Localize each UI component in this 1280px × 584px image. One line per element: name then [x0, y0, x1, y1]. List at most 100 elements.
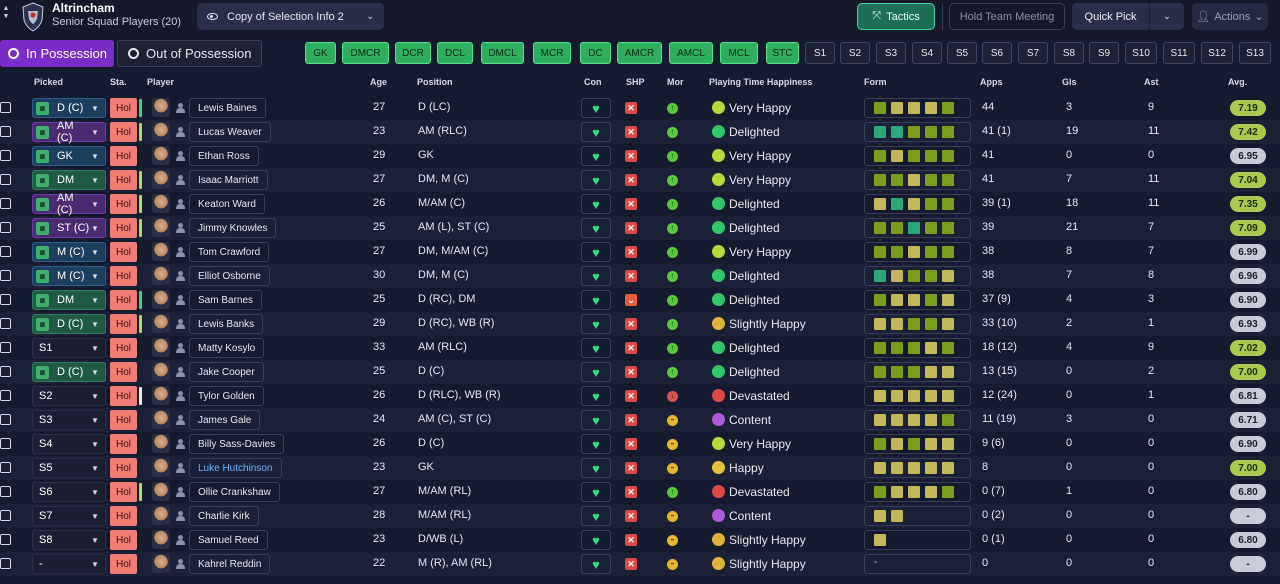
col-form[interactable]: Form: [864, 77, 887, 87]
player-name[interactable]: James Gale: [189, 410, 261, 430]
morale-flat-icon[interactable]: –: [667, 463, 678, 474]
row-checkbox[interactable]: [0, 198, 11, 209]
heart-icon[interactable]: ♥: [581, 314, 611, 334]
chevron-down-icon[interactable]: ⌄: [1149, 3, 1184, 30]
morale-flat-icon[interactable]: –: [667, 439, 678, 450]
picked-selector[interactable]: AM (C) ▼: [32, 192, 106, 216]
morale-up-icon[interactable]: ↑: [667, 295, 678, 306]
status-badge[interactable]: Hol: [110, 98, 137, 118]
status-badge[interactable]: Hol: [110, 122, 137, 142]
form-indicator[interactable]: [864, 194, 971, 214]
sharpness-x-icon[interactable]: ✕: [625, 198, 637, 210]
sharpness-x-icon[interactable]: ✕: [625, 318, 637, 330]
status-badge[interactable]: Hol: [110, 290, 137, 310]
player-name[interactable]: Isaac Marriott: [189, 170, 268, 190]
row-checkbox[interactable]: [0, 558, 11, 569]
form-indicator[interactable]: [864, 218, 971, 238]
sharpness-x-icon[interactable]: ✕: [625, 510, 637, 522]
morale-up-icon[interactable]: ↑: [667, 151, 678, 162]
status-badge[interactable]: Hol: [110, 434, 137, 454]
player-name[interactable]: Keaton Ward: [189, 194, 265, 214]
player-name[interactable]: Lucas Weaver: [189, 122, 271, 142]
sharpness-x-icon[interactable]: ✕: [625, 558, 637, 570]
heart-icon[interactable]: ♥: [581, 98, 611, 118]
table-row[interactable]: M (C) ▼ Hol Tom Crawford 27 DM, M/AM (C) ♥ ✕ ↑ Ve…: [0, 240, 1280, 264]
picked-selector[interactable]: D (C) ▼: [32, 98, 106, 118]
sub-chip-s8[interactable]: S8: [1054, 42, 1084, 64]
player-name[interactable]: Sam Barnes: [189, 290, 263, 310]
morale-up-icon[interactable]: ↑: [667, 343, 678, 354]
picked-selector[interactable]: ST (C) ▼: [32, 218, 106, 238]
picked-selector[interactable]: AM (C) ▼: [32, 120, 106, 144]
status-badge[interactable]: Hol: [110, 146, 137, 166]
heart-icon[interactable]: ♥: [581, 506, 611, 526]
player-name[interactable]: Lewis Baines: [189, 98, 266, 118]
morale-up-icon[interactable]: ↑: [667, 127, 678, 138]
sharpness-x-icon[interactable]: ✕: [625, 486, 637, 498]
table-row[interactable]: D (C) ▼ Hol Jake Cooper 25 D (C) ♥ ✕ ↑ Delighted 1…: [0, 360, 1280, 384]
row-checkbox[interactable]: [0, 318, 11, 329]
player-name[interactable]: Jake Cooper: [189, 362, 264, 382]
sharpness-x-icon[interactable]: ✕: [625, 534, 637, 546]
actions-button[interactable]: 👤︎ Actions ⌄: [1192, 3, 1268, 30]
sub-chip-s4[interactable]: S4: [912, 42, 942, 64]
row-checkbox[interactable]: [0, 390, 11, 401]
tactics-button[interactable]: ⤧ Tactics: [857, 3, 935, 30]
club-name[interactable]: Altrincham: [52, 1, 115, 15]
position-chip-stc[interactable]: STC: [766, 42, 799, 64]
col-sta[interactable]: Sta.: [110, 77, 127, 87]
row-checkbox[interactable]: [0, 366, 11, 377]
status-badge[interactable]: Hol: [110, 554, 137, 574]
form-indicator[interactable]: [864, 458, 971, 478]
col-playing-time-happiness[interactable]: Playing Time Happiness: [709, 77, 813, 87]
sharpness-x-icon[interactable]: ✕: [625, 270, 637, 282]
form-indicator[interactable]: [864, 338, 971, 358]
player-name[interactable]: Jimmy Knowles: [189, 218, 277, 238]
heart-icon[interactable]: ♥: [581, 530, 611, 550]
morale-flat-icon[interactable]: –: [667, 535, 678, 546]
table-row[interactable]: M (C) ▼ Hol Elliot Osborne 30 DM, M (C) ♥ ✕ ↑ Del…: [0, 264, 1280, 288]
view-selector[interactable]: Copy of Selection Info 2 ⌄: [197, 3, 384, 30]
table-row[interactable]: S3 ▼ Hol James Gale 24 AM (C), ST (C) ♥ ✕ – Conte…: [0, 408, 1280, 432]
quick-pick-button[interactable]: Quick Pick ⌄: [1072, 3, 1184, 30]
morale-flat-icon[interactable]: –: [667, 511, 678, 522]
sub-chip-s7[interactable]: S7: [1018, 42, 1048, 64]
sharpness-x-icon[interactable]: ✕: [625, 366, 637, 378]
col-position[interactable]: Position: [417, 77, 453, 87]
status-badge[interactable]: Hol: [110, 314, 137, 334]
form-indicator[interactable]: [864, 314, 971, 334]
heart-icon[interactable]: ♥: [581, 554, 611, 574]
table-row[interactable]: S1 ▼ Hol Matty Kosylo 33 AM (RLC) ♥ ✕ ↑ Delighted…: [0, 336, 1280, 360]
heart-icon[interactable]: ♥: [581, 146, 611, 166]
sharpness-x-icon[interactable]: ✕: [625, 102, 637, 114]
col-mor[interactable]: Mor: [667, 77, 684, 87]
col-con[interactable]: Con: [584, 77, 602, 87]
player-name[interactable]: Samuel Reed: [189, 530, 268, 550]
status-badge[interactable]: Hol: [110, 266, 137, 286]
col-avg[interactable]: Avg.: [1228, 77, 1248, 87]
heart-icon[interactable]: ♥: [581, 362, 611, 382]
sub-chip-s12[interactable]: S12: [1201, 42, 1233, 64]
heart-icon[interactable]: ♥: [581, 482, 611, 502]
picked-selector[interactable]: D (C) ▼: [32, 362, 106, 382]
col-picked[interactable]: Picked: [34, 77, 64, 87]
position-chip-gk[interactable]: GK: [305, 42, 336, 64]
row-checkbox[interactable]: [0, 510, 11, 521]
form-indicator[interactable]: [864, 506, 971, 526]
form-indicator[interactable]: [864, 242, 971, 262]
morale-up-icon[interactable]: ↑: [667, 271, 678, 282]
morale-up-icon[interactable]: ↑: [667, 223, 678, 234]
heart-icon[interactable]: ♥: [581, 458, 611, 478]
hold-team-meeting-button[interactable]: Hold Team Meeting: [949, 3, 1065, 30]
position-chip-amcl[interactable]: AMCL: [669, 42, 713, 64]
picked-selector[interactable]: GK ▼: [32, 146, 106, 166]
form-indicator[interactable]: [864, 146, 971, 166]
sharpness-x-icon[interactable]: ✕: [625, 414, 637, 426]
player-name[interactable]: Tylor Golden: [189, 386, 264, 406]
row-checkbox[interactable]: [0, 294, 11, 305]
row-checkbox[interactable]: [0, 342, 11, 353]
status-badge[interactable]: Hol: [110, 362, 137, 382]
row-checkbox[interactable]: [0, 270, 11, 281]
heart-icon[interactable]: ♥: [581, 386, 611, 406]
picked-selector[interactable]: - ▼: [32, 554, 106, 574]
